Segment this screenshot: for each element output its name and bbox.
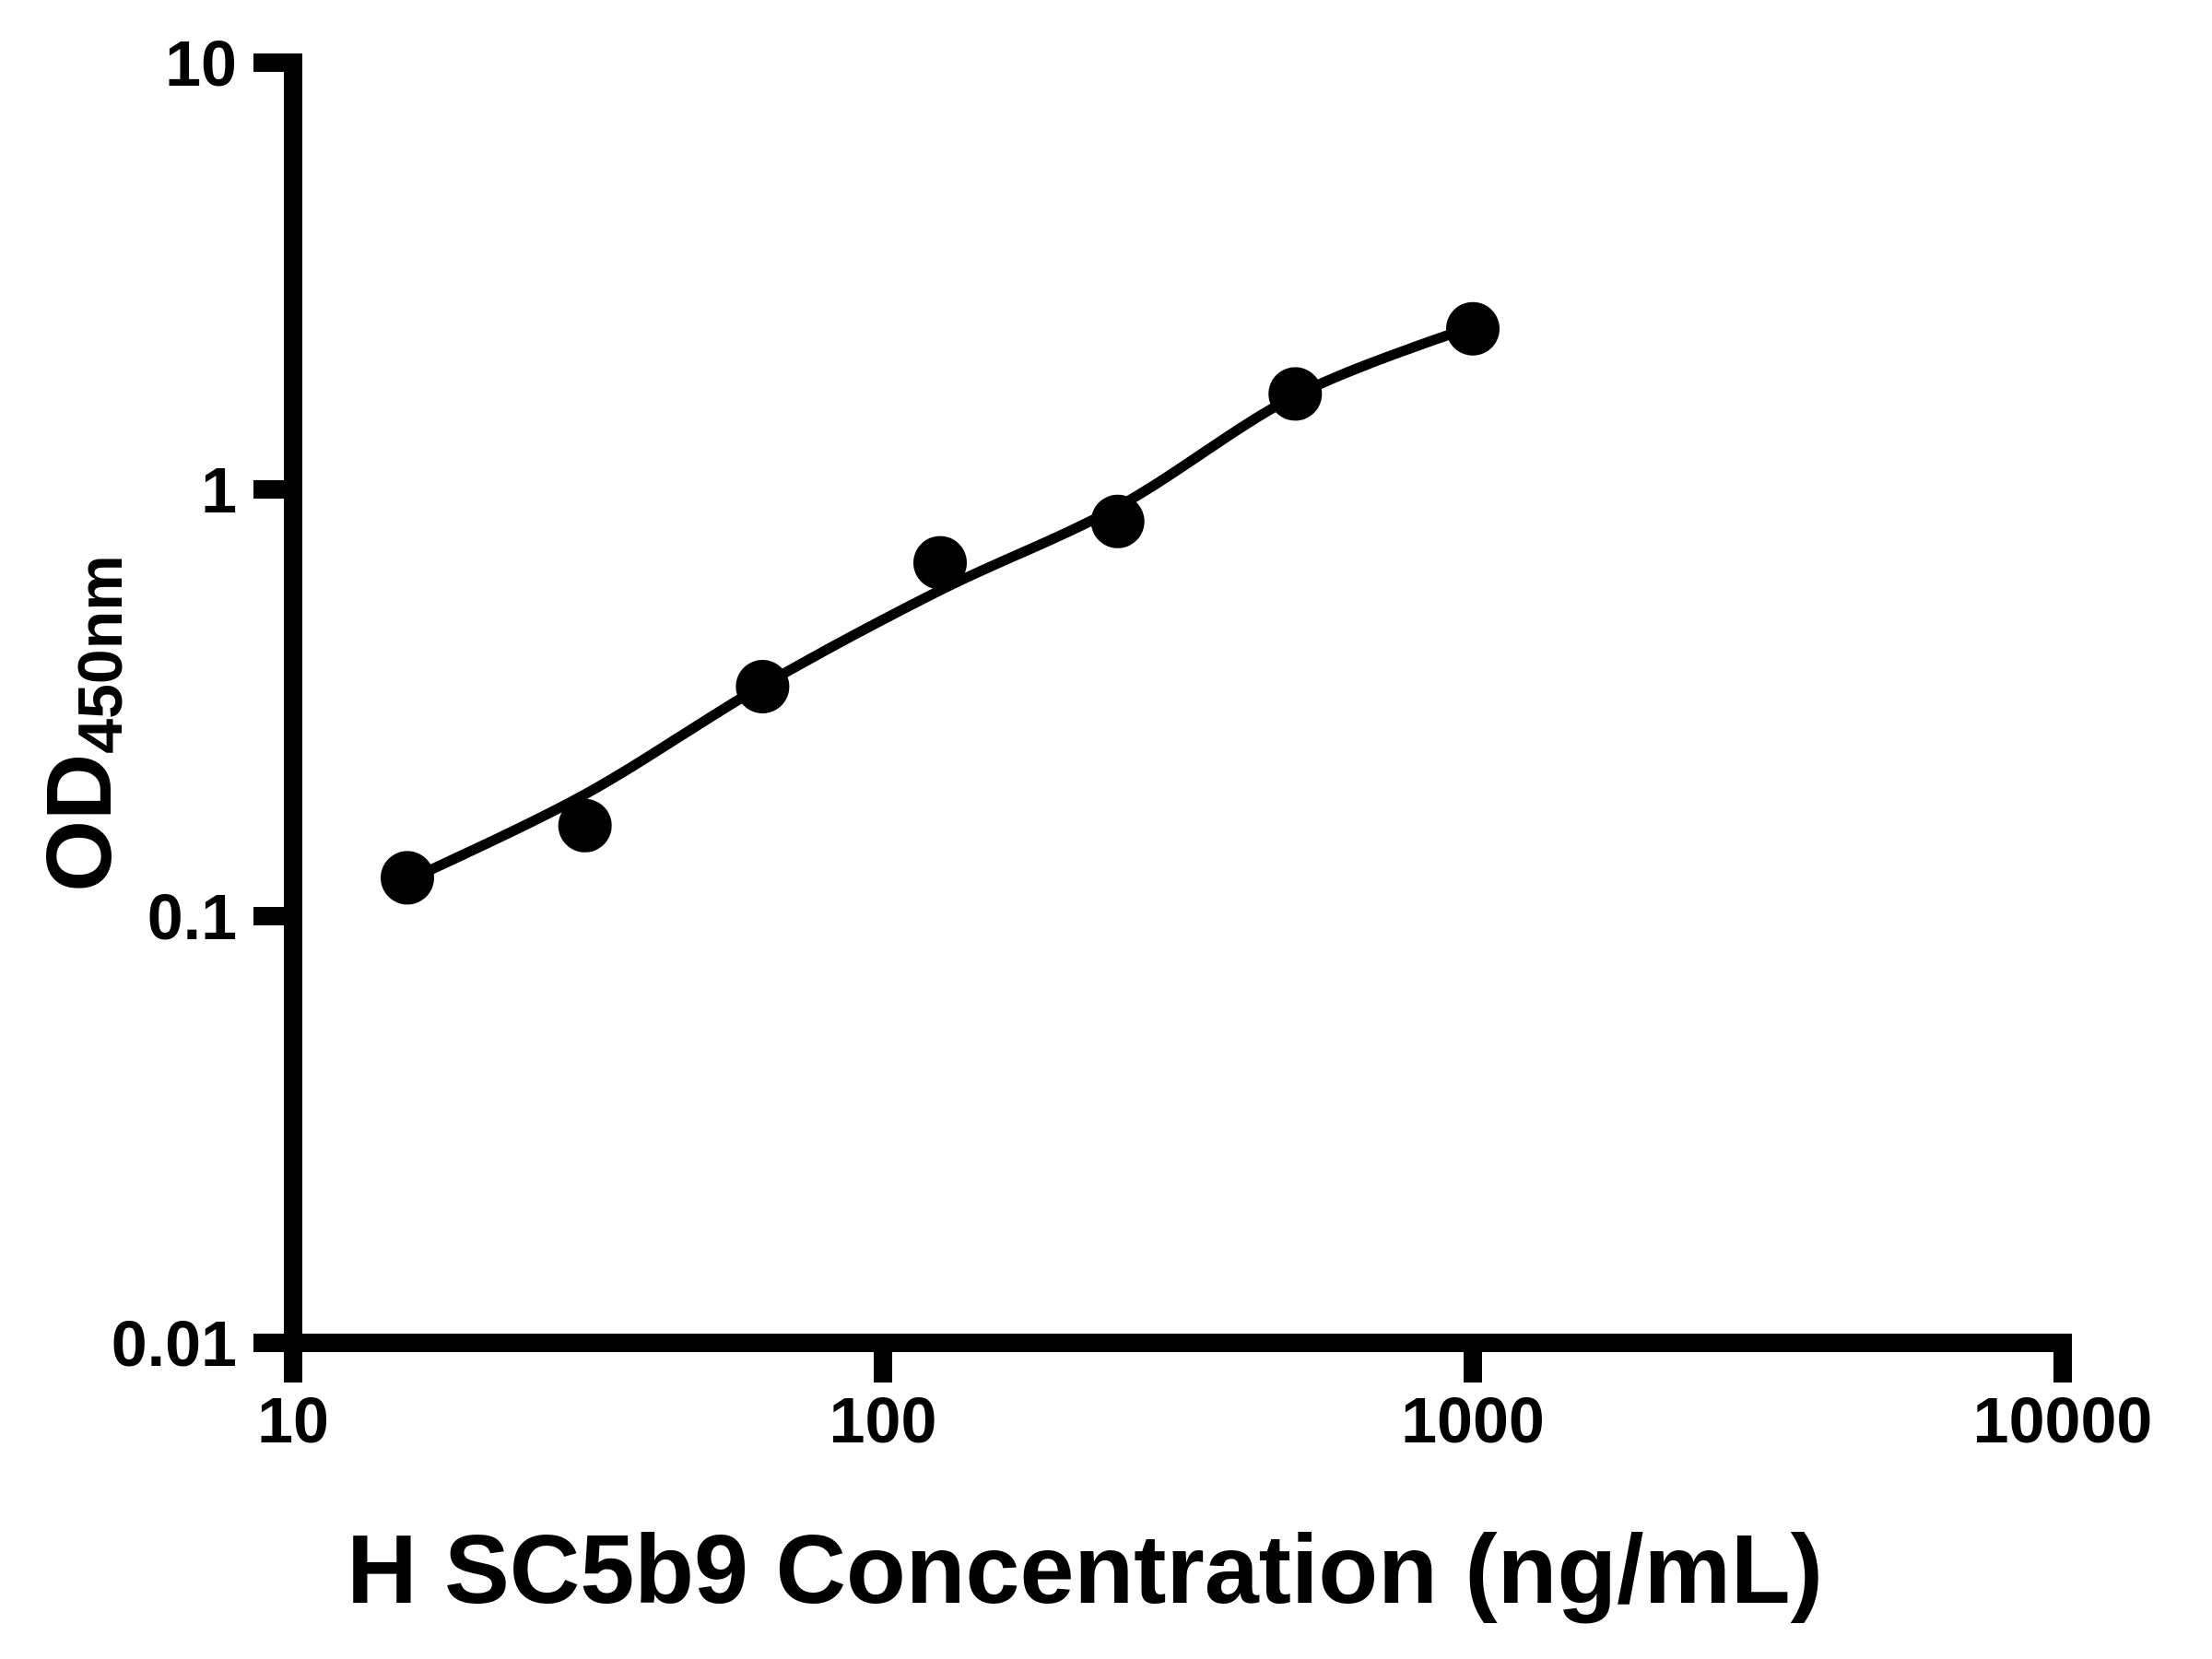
plot-layer [381, 301, 1500, 905]
y-tick-label: 10 [165, 28, 237, 100]
data-point [735, 660, 790, 713]
x-tick-label: 10 [257, 1384, 329, 1456]
ticks-layer: 10 1 0.1 0.01 10 100 1000 10000 [112, 28, 2153, 1456]
x-tick-label: 10000 [1973, 1384, 2153, 1456]
y-tick-label: 1 [201, 454, 237, 526]
y-tick-label: 0.01 [112, 1308, 237, 1380]
axis-spine [253, 53, 2072, 1382]
data-point [558, 798, 612, 853]
data-point [913, 535, 967, 590]
data-point [1090, 494, 1145, 548]
data-point [1446, 301, 1500, 356]
x-tick-label: 1000 [1401, 1384, 1545, 1456]
x-tick-label: 100 [830, 1384, 937, 1456]
y-axis-title-subscript: 450nm [65, 555, 135, 753]
y-axis-title-main: OD [28, 754, 131, 892]
axes-layer [253, 53, 2072, 1382]
x-axis-title: H SC5b9 Concentration (ng/mL) [347, 1515, 1823, 1624]
data-point [1268, 367, 1323, 421]
y-axis-title: OD450nm [28, 555, 135, 891]
y-tick-label: 0.1 [147, 881, 237, 953]
data-point [381, 851, 434, 905]
